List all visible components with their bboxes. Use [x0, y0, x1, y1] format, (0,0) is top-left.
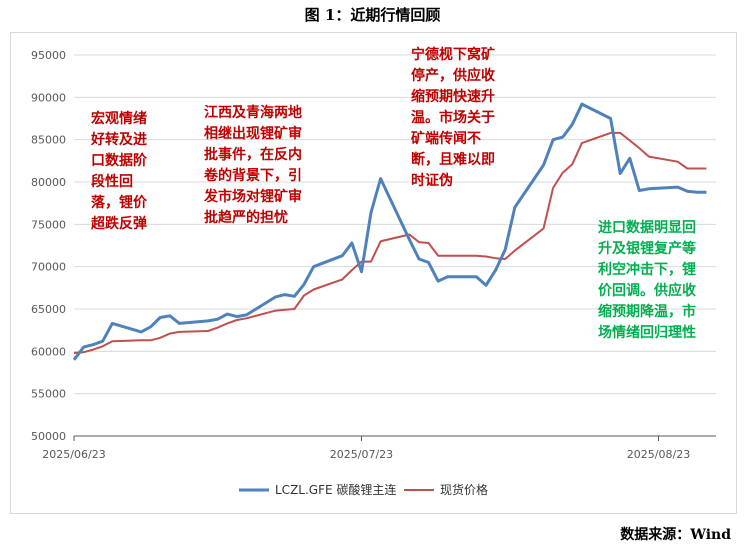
annotation-line: 批趋严的担忧 [204, 210, 288, 226]
annotation-line: 利空冲击下，锂 [598, 262, 696, 278]
annotation-line: 宏观情绪 [91, 111, 147, 127]
figure-title: 图 1：近期行情回顾 [304, 6, 441, 24]
annotation-catl: 宁德枧下窝矿 停产，供应收 缩预期快速升 温。市场关于 矿端传闻不断，且难以即 时证伪 [411, 45, 495, 192]
y-tick-label: 95000 [31, 49, 66, 62]
annotation-line: 缩预期降温，市 [598, 304, 696, 320]
y-tick-label: 50000 [31, 430, 66, 443]
annotation-line: 价回调。供应收 [598, 283, 696, 299]
annotation-line: 相继出现锂矿审 [204, 126, 302, 142]
y-tick-label: 75000 [31, 218, 66, 231]
legend-label: LCZL.GFE 碳酸锂主连 [275, 482, 396, 497]
x-tick-label: 2025/08/23 [627, 448, 690, 461]
annotation-line: 发市场对锂矿审 [204, 189, 302, 205]
annotation-line: 口数据阶 [91, 153, 147, 169]
y-tick-label: 80000 [31, 176, 66, 189]
annotation-line: 矿端传闻不 [411, 131, 481, 147]
annotation-line: 停产，供应收 [411, 68, 495, 84]
line-chart: 50000 55000 60000 65000 70000 75000 80000 85000… [31, 49, 716, 497]
annotation-line: 段性回 [91, 174, 133, 190]
annotation-line: 江西及青海两地 [204, 105, 302, 121]
y-tick-label: 70000 [31, 261, 66, 274]
annotation-line: 场情绪回归理性 [598, 325, 696, 341]
annotation-line: 时证伪 [411, 173, 453, 189]
legend-label: 现货价格 [440, 482, 488, 497]
annotation-line: 超跌反弹 [91, 216, 147, 232]
y-tick-label: 55000 [31, 388, 66, 401]
y-tick-label: 85000 [31, 134, 66, 147]
annotation-line: 落，锂价 [91, 195, 147, 211]
annotation-line: 进口数据明显回 [598, 220, 696, 236]
y-tick-label: 65000 [31, 303, 66, 316]
y-tick-label: 90000 [31, 91, 66, 104]
x-tick-label: 2025/07/23 [330, 448, 393, 461]
y-tick-label: 60000 [31, 345, 66, 358]
annotation-jiangxi: 江西及青海两地 相继出现锂矿审 批事件，在反内 卷的背景下，引 发市场对锂矿审 批趋严的担… [204, 103, 302, 229]
chart-area: 50000 55000 60000 65000 70000 75000 80000 85000… [10, 32, 737, 514]
annotation-import: 进口数据明显回 升及银锂复产等 利空冲击下，锂 价回调。供应收 缩预期降温，市 场情绪回归… [598, 218, 696, 344]
data-source: 数据来源：Wind [620, 527, 731, 543]
annotation-macro: 宏观情绪好转及进口数据阶段性回落，锂价超跌反弹 [91, 109, 147, 235]
annotation-line: 缩预期快速升 [411, 89, 495, 105]
annotation-line: 批事件，在反内 [204, 147, 302, 163]
x-tick-label: 2025/06/23 [42, 448, 105, 461]
annotation-line: 卷的背景下，引 [204, 168, 302, 184]
series-line-spot [73, 131, 707, 354]
annotation-line: 宁德枧下窝矿 [411, 47, 495, 63]
series-line-futures [72, 102, 707, 361]
annotation-line: 好转及进 [91, 132, 147, 148]
annotation-line: 断，且难以即 [411, 152, 495, 168]
annotation-line: 温。市场关于 [411, 110, 495, 126]
annotation-line: 升及银锂复产等 [598, 241, 696, 257]
